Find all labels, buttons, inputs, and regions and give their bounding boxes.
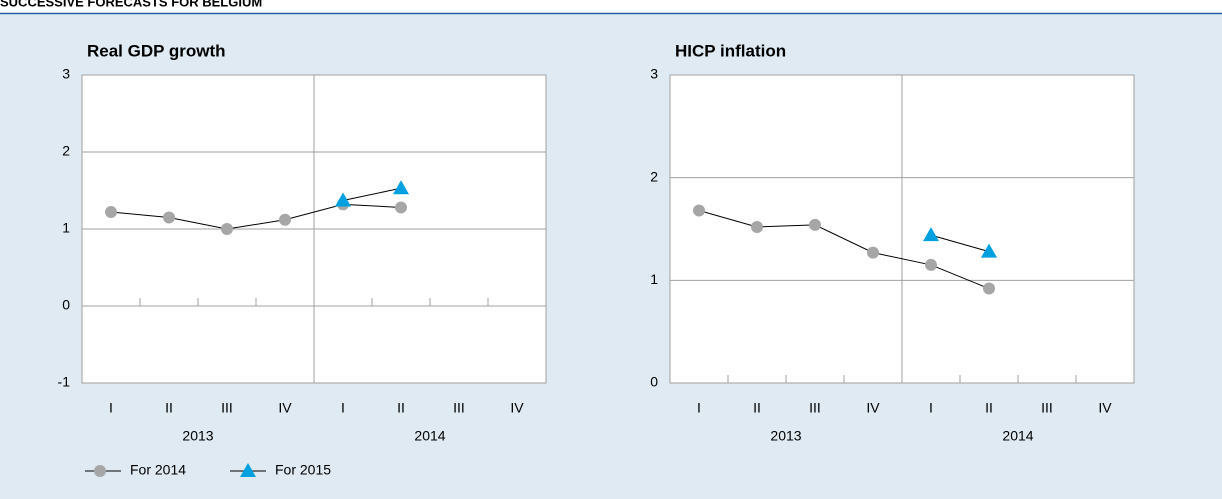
series-line (110, 203, 402, 230)
circle-marker (867, 246, 879, 259)
triangle-marker (335, 192, 351, 207)
x-tick-label: II (397, 400, 405, 416)
circle-marker (809, 218, 821, 231)
y-tick-label: 1 (650, 271, 658, 287)
circle-marker (983, 282, 995, 295)
triangle-marker (393, 180, 409, 195)
x-group-label: 2014 (414, 428, 445, 444)
x-tick-label: III (221, 400, 233, 416)
y-tick-label: 0 (650, 374, 658, 390)
x-tick-label: I (697, 400, 701, 416)
series-line (698, 210, 990, 290)
x-tick-label: III (453, 400, 465, 416)
page-title: SUCCESSIVE FORECASTS FOR BELGIUM (0, 0, 262, 9)
y-tick-label: 0 (62, 297, 70, 313)
x-tick-label: I (109, 400, 113, 416)
y-tick-label: 3 (62, 66, 70, 82)
x-tick-label: II (753, 400, 761, 416)
circle-marker (221, 223, 233, 235)
x-group-label: 2013 (770, 428, 801, 444)
legend-label: For 2015 (275, 462, 331, 478)
circle-marker (105, 206, 117, 219)
y-tick-label: 1 (62, 220, 70, 236)
chart-title: Real GDP growth (87, 41, 226, 60)
chart-title: HICP inflation (675, 41, 786, 60)
legend-marker (94, 465, 106, 477)
x-tick-label: III (1041, 400, 1053, 416)
y-tick-label: 2 (62, 143, 70, 159)
circle-marker (395, 201, 407, 214)
y-tick-label: 2 (650, 168, 658, 184)
triangle-marker (981, 243, 997, 258)
x-tick-label: IV (510, 400, 524, 416)
x-tick-label: II (985, 400, 993, 416)
circle-marker (925, 258, 937, 271)
x-tick-label: III (809, 400, 821, 416)
x-tick-label: IV (1098, 400, 1112, 416)
x-tick-label: II (165, 400, 173, 416)
circle-marker (751, 220, 763, 233)
x-tick-label: I (929, 400, 933, 416)
triangle-marker (923, 227, 939, 242)
series-line (342, 187, 402, 201)
x-group-label: 2014 (1002, 428, 1033, 444)
series-line (930, 234, 990, 253)
legend-marker (240, 463, 256, 477)
circle-marker (693, 204, 705, 217)
y-tick-label: 3 (650, 66, 658, 82)
x-group-label: 2013 (182, 428, 213, 444)
circle-marker (279, 213, 291, 226)
legend-label: For 2014 (130, 462, 186, 478)
x-tick-label: IV (866, 400, 880, 416)
y-tick-label: -1 (58, 374, 71, 390)
x-tick-label: I (341, 400, 345, 416)
circle-marker (163, 211, 175, 224)
x-tick-label: IV (278, 400, 292, 416)
